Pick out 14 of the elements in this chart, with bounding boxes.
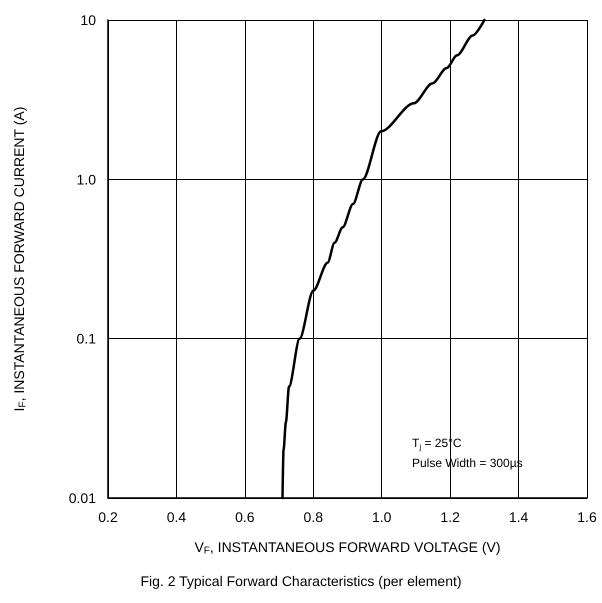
x-tick-label: 0.6 [235, 509, 255, 525]
y-tick-label: 1.0 [76, 171, 96, 188]
x-tick-label: 0.4 [166, 509, 186, 525]
y-tick-label: 0.01 [68, 490, 96, 506]
x-tick-label: 0.8 [304, 509, 324, 525]
y-tick-label: 10 [80, 12, 96, 28]
x-tick-label: 0.2 [98, 509, 118, 525]
x-tick-label: 1.6 [577, 509, 597, 525]
x-tick-label: 1.2 [440, 509, 460, 525]
y-tick-label: 0.1 [76, 330, 96, 347]
text: Fig. 2 Typical Forward Characteristics (per element) [140, 573, 462, 589]
x-tick-label: 1.0 [372, 509, 392, 525]
y-axis-title: IF, INSTANTANEOUS FORWARD CURRENT (A) [11, 106, 28, 412]
x-tick-label: 1.4 [508, 509, 529, 525]
